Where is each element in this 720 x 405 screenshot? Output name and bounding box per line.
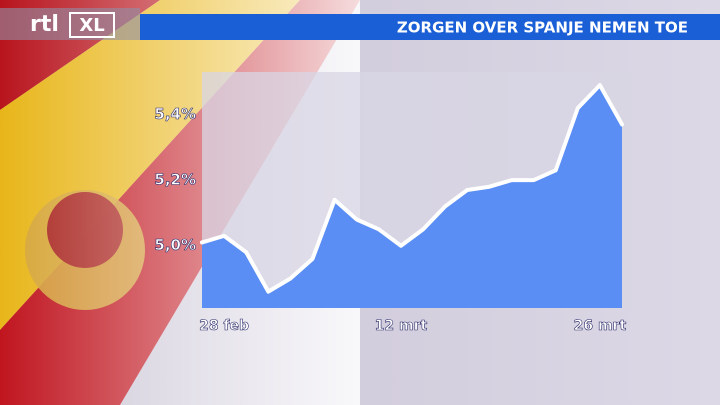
x-tick-label: 26 mrt (574, 318, 627, 334)
y-tick-label: 5,2% (154, 171, 196, 189)
plot: 5,0% 5,2% 5,4% 28 feb 12 mrt 26 mrt (154, 83, 627, 334)
area (202, 85, 622, 308)
x-tick-label: 12 mrt (375, 318, 428, 334)
y-tick-label: 5,4% (154, 105, 196, 123)
x-tick-label: 28 feb (199, 318, 249, 334)
logo-product: XL (79, 15, 104, 36)
title-bar (140, 14, 720, 40)
logo-box (69, 12, 115, 38)
line (200, 83, 624, 294)
y-tick-label: 5,0% (154, 236, 196, 254)
logo-brand: rtl (30, 12, 59, 37)
chart-title: ZORGEN OVER SPANJE NEMEN TOE (397, 19, 688, 37)
